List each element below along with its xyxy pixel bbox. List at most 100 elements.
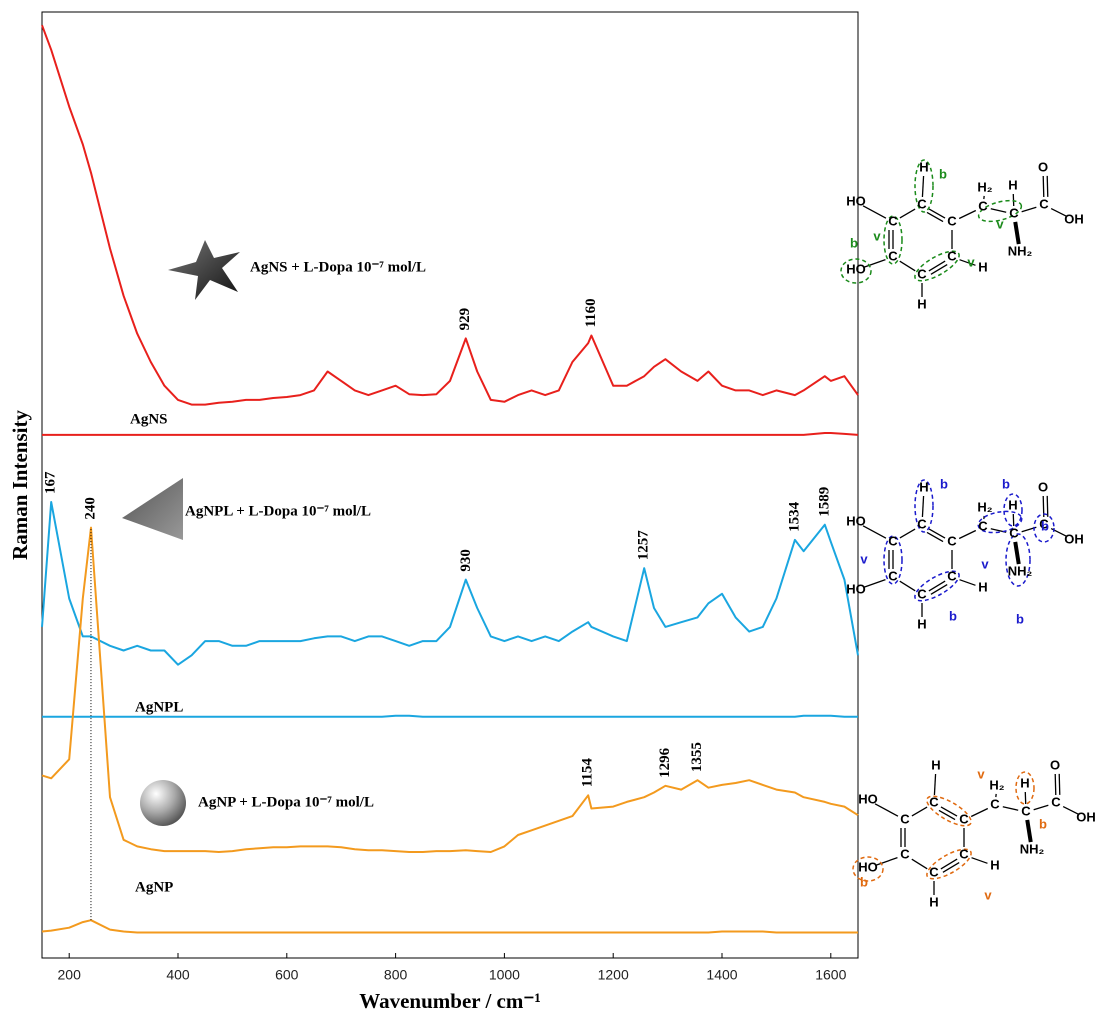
mode-label: b [860, 874, 868, 889]
bond [900, 581, 915, 591]
mode-label: b [949, 608, 957, 623]
atom-label: C [947, 568, 957, 583]
mode-label: b [1002, 476, 1010, 491]
peak-label: 1154 [580, 758, 596, 788]
bond [939, 810, 955, 819]
atom-label: C [947, 533, 957, 548]
mode-label: b [939, 166, 947, 181]
atom-label: H [931, 757, 940, 772]
atom-label: H [917, 296, 926, 311]
atom-label: C [917, 516, 927, 531]
mode-label: b [850, 235, 858, 250]
atom-label: H [1008, 497, 1017, 512]
peak-label: 1257 [636, 530, 652, 561]
peak-label: 930 [458, 549, 474, 572]
x-tick-label: 1000 [489, 967, 520, 983]
atom-label: C [1051, 794, 1061, 809]
atom-label: H [978, 259, 987, 274]
bond [1043, 176, 1044, 197]
atom-label: C [1021, 803, 1031, 818]
atom-label: C [929, 794, 939, 809]
bond [1015, 542, 1019, 564]
x-tick-label: 1600 [815, 967, 846, 983]
series-label: AgNP [135, 879, 173, 895]
atom-label: HO [858, 859, 878, 874]
atom-label: HO [846, 581, 866, 596]
molecule: OHH₂HHOCCCCOHCCCCNH₂HOCHHbvvbv [841, 159, 1084, 311]
atom-label: H₂ [977, 499, 992, 514]
x-axis-title: Wavenumber / cm⁻¹ [359, 989, 540, 1013]
bond [900, 209, 915, 218]
bond [1055, 774, 1056, 795]
mode-label: b [940, 476, 948, 491]
bond [959, 210, 976, 218]
bond [863, 526, 886, 538]
bond [941, 807, 957, 816]
bond [922, 496, 923, 517]
series-label: AgNS [130, 411, 168, 427]
bond [972, 858, 988, 864]
peak-label: 240 [82, 497, 98, 520]
atom-label: C [917, 586, 927, 601]
atom-label: H [978, 579, 987, 594]
atom-label: C [1009, 525, 1019, 540]
bond [991, 209, 1006, 212]
spectrum-line [42, 25, 858, 404]
atom-label: C [888, 533, 898, 548]
bond [929, 529, 945, 538]
atom-label: H₂ [989, 777, 1004, 792]
atom-label: C [917, 196, 927, 211]
series-label: AgNS + L-Dopa 10⁻⁷ mol/L [250, 259, 426, 275]
peak-label: 167 [43, 471, 59, 494]
atom-label: OH [1064, 531, 1084, 546]
mode-label: b [1041, 518, 1049, 533]
atom-label: O [1038, 159, 1048, 174]
bond [943, 863, 959, 873]
series-label: AgNPL + L-Dopa 10⁻⁷ mol/L [185, 503, 371, 519]
atom-label: C [888, 213, 898, 228]
bond [929, 261, 945, 271]
mode-label: b [1016, 611, 1024, 626]
bond [929, 581, 945, 591]
atom-label: C [929, 864, 939, 879]
atom-label: C [900, 846, 910, 861]
x-tick-label: 200 [58, 967, 82, 983]
chart: Wavenumber / cm⁻¹ Raman Intensity 200400… [0, 0, 1095, 1017]
mode-label: v [996, 216, 1004, 231]
bond [960, 580, 976, 586]
atom-label: C [978, 518, 988, 533]
atom-label: HO [858, 791, 878, 806]
atom-label: NH₂ [1020, 841, 1045, 856]
bond [864, 260, 886, 268]
bond [900, 529, 915, 538]
bond [900, 261, 915, 271]
spectrum-line [42, 433, 858, 435]
bond [931, 265, 947, 275]
bond [922, 176, 923, 197]
spectrum-line [42, 920, 858, 932]
bond [1034, 805, 1049, 809]
mode-label: v [977, 766, 985, 781]
atom-label: C [888, 248, 898, 263]
atom-label: H₂ [977, 179, 992, 194]
atom-label: H [919, 159, 928, 174]
bond [876, 858, 898, 866]
x-tick-label: 1200 [598, 967, 629, 983]
bond [1003, 807, 1018, 810]
series-label: AgNP + L-Dopa 10⁻⁷ mol/L [198, 794, 374, 810]
series-label: AgNPL [135, 699, 183, 715]
atom-label: C [888, 568, 898, 583]
mode-label: v [860, 551, 868, 566]
atom-label: C [959, 846, 969, 861]
bond [1047, 496, 1048, 517]
bond [1022, 207, 1037, 211]
x-tick-label: 400 [166, 967, 190, 983]
bond [863, 206, 886, 218]
spectrum-line [42, 716, 858, 717]
bond [1047, 176, 1048, 197]
atom-label: HO [846, 261, 866, 276]
mode-label: b [1039, 816, 1047, 831]
peak-label: 1296 [657, 747, 673, 778]
